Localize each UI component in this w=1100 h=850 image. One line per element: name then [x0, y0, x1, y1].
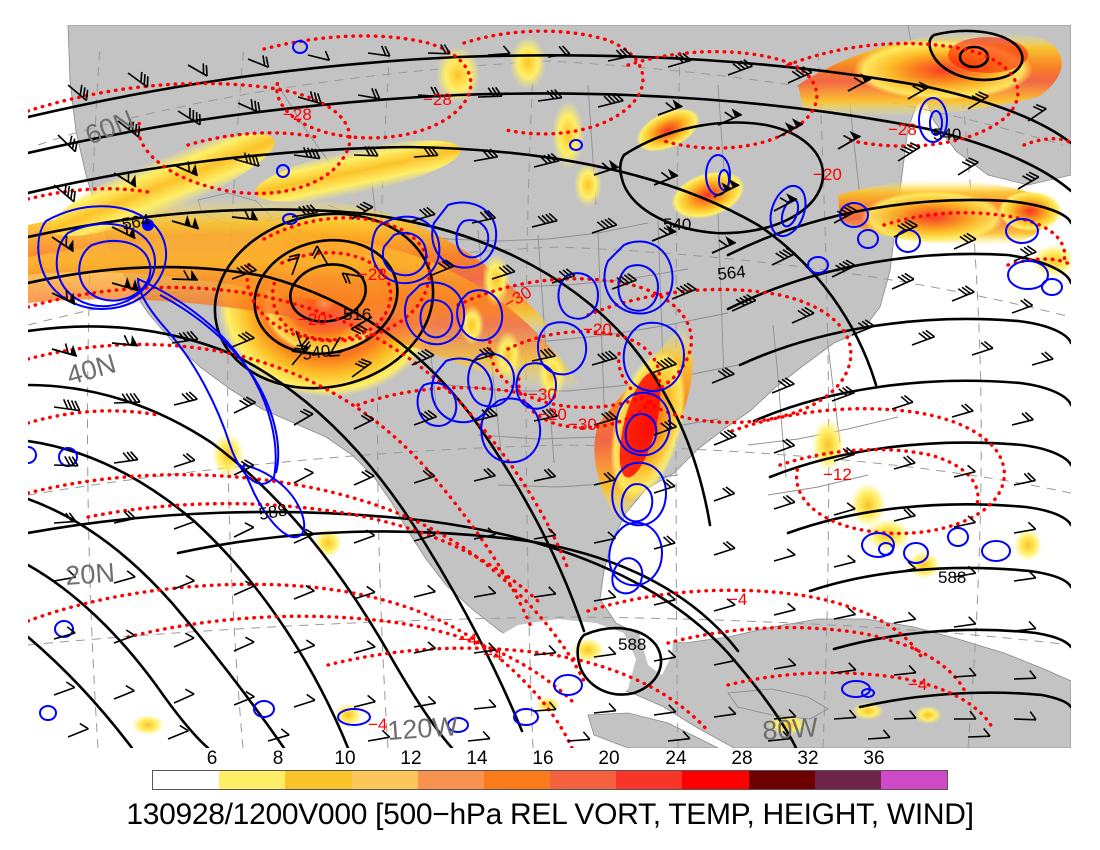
colorbar-tick: 24 — [665, 748, 687, 769]
height-label: 540 — [663, 215, 691, 234]
colorbar-tick: 12 — [400, 748, 422, 769]
colorbar-segment — [682, 771, 749, 789]
colorbar-segment — [483, 771, 551, 789]
colorbar-tick: 16 — [532, 748, 554, 769]
temp-label: −4 — [728, 590, 747, 609]
temp-label: −4 — [908, 675, 927, 694]
colorbar-segment — [748, 771, 815, 789]
height-label: 564 — [716, 262, 746, 284]
temp-label: −28 — [358, 265, 387, 284]
colorbar-segment — [616, 771, 683, 789]
temp-label: −28 — [283, 105, 312, 124]
height-label: 588 — [618, 635, 646, 654]
geo-label-20n: 20N — [64, 558, 116, 591]
geo-label-120w: 120W — [386, 711, 459, 746]
colorbar-segment — [351, 771, 418, 789]
colorbar-segment — [153, 771, 220, 789]
temp-label: −12 — [823, 465, 852, 484]
temp-label: −20 — [538, 405, 567, 424]
height-label: 588 — [938, 568, 966, 587]
temp-label: −30 — [568, 415, 597, 434]
colorbar-segment — [880, 771, 948, 789]
temp-label: −4 — [458, 630, 477, 649]
temp-label: −4 — [368, 715, 387, 734]
height-label: 516 — [343, 305, 371, 324]
colorbar-tick: 20 — [598, 748, 620, 769]
colorbar-segment — [814, 771, 881, 789]
vorticity-shading — [28, 32, 1071, 735]
temp-label: −20 — [583, 320, 612, 339]
height-contour-labels: 540 516 540 540 564 564 588 588 588 — [120, 125, 966, 654]
map-panel: 60N 40N 20N 120W 80W 540 516 540 540 564… — [28, 25, 1071, 748]
figure-title: 130928/1200V000 [500−hPa REL VORT, TEMP,… — [126, 798, 974, 831]
colorbar-tick: 10 — [334, 748, 356, 769]
colorbar-tick-labels: 6 8 10 12 14 16 20 24 28 32 36 — [0, 748, 1100, 770]
colorbar-tick: 36 — [863, 748, 885, 769]
colorbar-segment — [417, 771, 484, 789]
colorbar-segment — [219, 771, 286, 789]
colorbar-segment — [550, 771, 617, 789]
map-labels: 60N 40N 20N 120W 80W 540 516 540 540 564… — [63, 90, 966, 746]
height-label: 588 — [257, 500, 288, 524]
temp-label: −4 — [483, 645, 502, 664]
colorbar-tick: 6 — [206, 748, 218, 769]
temp-label: −20 — [298, 310, 327, 329]
temperature-contours — [28, 29, 1071, 748]
colorbar-tick: 32 — [797, 748, 819, 769]
temp-label: −28 — [888, 120, 917, 139]
temperature-contour-labels: −28 −28 −28 −28 −20 −20 −30 −30 −20 −30 … — [283, 90, 927, 734]
height-label: 564 — [120, 210, 151, 234]
height-label: 540 — [933, 125, 961, 144]
colorbar-legend: 6 8 10 12 14 16 20 24 28 32 36 — [0, 748, 1100, 798]
colorbar-segment — [285, 771, 352, 789]
colorbar-tick: 8 — [272, 748, 284, 769]
map-svg: 60N 40N 20N 120W 80W 540 516 540 540 564… — [28, 25, 1071, 748]
colorbar-tick: 28 — [731, 748, 753, 769]
height-label: 540 — [301, 341, 332, 364]
temp-label: −30 — [528, 385, 557, 404]
temp-label: −20 — [813, 165, 842, 184]
temp-label: −28 — [423, 90, 452, 109]
colorbar-swatches — [152, 770, 948, 790]
colorbar-tick: 14 — [466, 748, 488, 769]
geo-label-80w: 80W — [761, 712, 819, 746]
